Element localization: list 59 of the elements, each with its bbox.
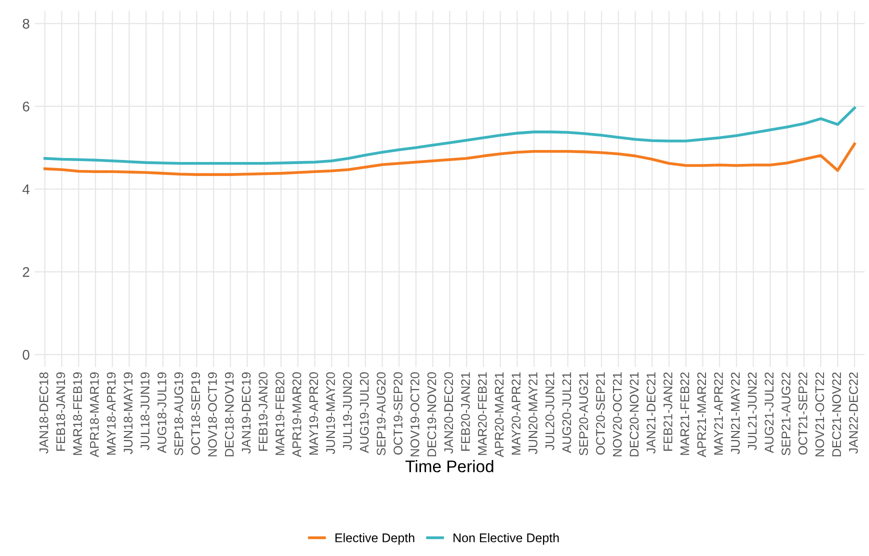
- x-tick-label: DEC19-NOV20: [427, 372, 436, 456]
- x-tick-label: OCT19-SEP20: [394, 372, 402, 455]
- x-tick-label: FEB21-JAN22: [663, 372, 672, 451]
- x-tick-label: OCT20-SEP21: [596, 372, 605, 455]
- y-tick-label: 0: [22, 350, 30, 360]
- y-tick-label: 8: [22, 18, 30, 29]
- x-tick-label: APR19-MAR20: [292, 372, 302, 458]
- x-tick-label: SEP21-AUG22: [782, 372, 790, 456]
- x-tick-label: JAN20-DEC20: [444, 372, 454, 454]
- x-tick-label: OCT18-SEP19: [191, 372, 200, 455]
- x-tick-label: AUG19-JUL20: [360, 372, 369, 454]
- x-tick-label: MAR20-FEB21: [478, 372, 487, 455]
- x-tick-label: MAR21-FEB22: [680, 372, 690, 455]
- x-tick-label: FEB18-JAN19: [56, 372, 66, 451]
- x-tick-label: DEC21-NOV22: [832, 372, 842, 456]
- x-tick-label: JAN21-DEC21: [646, 372, 656, 454]
- x-tick-label: AUG20-JUL21: [562, 372, 572, 454]
- x-tick-label: FEB19-JAN20: [258, 372, 268, 451]
- x-tick-label: OCT21-SEP22: [798, 372, 808, 455]
- x-tick-label: JUL19-JUN20: [343, 372, 352, 450]
- x-tick-label: NOV21-OCT22: [815, 372, 824, 456]
- x-tick-label: SEP18-AUG19: [174, 372, 184, 456]
- x-tick-label: JUL21-JUN22: [748, 372, 757, 450]
- x-tick-label: MAY18-APR19: [106, 372, 116, 455]
- x-tick-label: MAY19-APR20: [309, 372, 318, 455]
- line-series: [43, 106, 856, 165]
- x-axis-title: Time Period: [405, 460, 494, 472]
- x-tick-label: NOV19-OCT20: [410, 372, 420, 456]
- x-tick-label: JUN19-MAY20: [326, 372, 335, 454]
- y-tick-label: 2: [22, 267, 30, 277]
- x-tick-label: SEP20-AUG21: [579, 372, 588, 456]
- x-tick-label: MAY21-APR22: [714, 372, 723, 455]
- x-tick-label: JAN18-DEC18: [39, 372, 48, 454]
- x-tick-label: JAN19-DEC19: [242, 372, 251, 454]
- y-tick-label: 4: [22, 184, 30, 194]
- y-tick-label: 6: [22, 102, 30, 112]
- x-tick-label: JUL18-JUN19: [140, 372, 150, 450]
- x-tick-label: MAY20-APR21: [512, 372, 521, 455]
- x-tick-label: JUN20-MAY21: [528, 372, 538, 454]
- line-series: [43, 142, 856, 176]
- x-tick-label: AUG21-JUL22: [764, 372, 774, 454]
- x-tick-label: JUN21-MAY22: [730, 372, 740, 454]
- x-tick-label: JUL20-JUN21: [545, 372, 554, 450]
- x-tick-label: APR20-MAR21: [494, 372, 504, 458]
- x-tick-label: NOV20-OCT21: [612, 372, 622, 456]
- x-tick-label: APR18-MAR19: [90, 372, 99, 458]
- x-tick-label: FEB20-JAN21: [461, 372, 470, 451]
- legend-label: Elective Depth: [335, 533, 414, 545]
- x-tick-label: APR21-MAR22: [697, 372, 706, 458]
- x-tick-label: NOV18-OCT19: [208, 372, 217, 456]
- x-tick-label: JAN22-DEC22: [849, 372, 858, 454]
- x-tick-label: DEC20-NOV21: [630, 372, 639, 456]
- x-tick-label: SEP19-AUG20: [376, 372, 386, 456]
- x-tick-label: JUN18-MAY19: [124, 372, 133, 454]
- legend-label: Non Elective Depth: [454, 533, 559, 545]
- x-tick-label: MAR19-FEB20: [276, 372, 284, 455]
- x-tick-label: DEC18-NOV19: [224, 372, 234, 456]
- x-tick-label: MAR18-FEB19: [73, 372, 82, 455]
- x-tick-label: AUG18-JUL19: [157, 372, 166, 454]
